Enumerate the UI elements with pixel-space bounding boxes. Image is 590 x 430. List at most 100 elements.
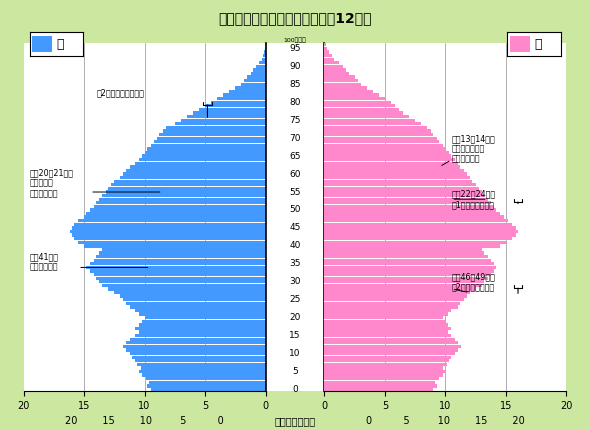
Bar (324, 298, 464, 301)
Text: 男: 男 (56, 37, 64, 51)
Bar (324, 115, 409, 118)
Bar (324, 252, 484, 255)
Bar (163, 129, 266, 132)
Bar (244, 79, 266, 83)
Bar (32, 36, 52, 52)
Bar (123, 172, 266, 176)
Bar (324, 262, 494, 265)
Bar (324, 147, 445, 150)
Bar (324, 201, 491, 204)
Text: 昭和20～21年：
終戦前後に
おける出生減: 昭和20～21年： 終戦前後に おける出生減 (30, 168, 74, 198)
Bar (181, 119, 266, 122)
Text: 15: 15 (289, 331, 301, 340)
Bar (324, 90, 373, 93)
Bar (324, 133, 433, 136)
Bar (135, 359, 266, 362)
Bar (324, 101, 391, 104)
Bar (99, 280, 266, 283)
Text: 昭和22～24年：
第1次ベビーブーム: 昭和22～24年： 第1次ベビーブーム (451, 190, 496, 209)
Bar (223, 93, 266, 97)
Bar (193, 111, 266, 115)
Bar (126, 341, 266, 344)
Bar (324, 284, 481, 287)
Bar (72, 233, 266, 237)
Bar (78, 241, 266, 244)
Bar (324, 233, 516, 237)
Text: 0          5         10        15        20: 0 5 10 15 20 (366, 416, 525, 426)
Bar (324, 302, 460, 305)
Bar (324, 223, 512, 226)
Bar (256, 64, 266, 68)
Bar (324, 330, 448, 334)
Bar (146, 377, 266, 381)
Bar (324, 266, 496, 269)
Bar (166, 126, 266, 129)
Bar (130, 338, 266, 341)
Bar (132, 356, 266, 359)
Bar (150, 144, 266, 147)
Bar (324, 93, 379, 97)
Bar (324, 309, 451, 312)
Bar (324, 258, 491, 262)
Bar (94, 205, 266, 208)
Text: 95: 95 (289, 44, 301, 53)
Bar (324, 180, 472, 183)
Bar (324, 169, 464, 172)
Bar (324, 58, 334, 61)
Bar (251, 72, 266, 75)
Text: 30: 30 (289, 277, 301, 286)
Bar (324, 212, 500, 215)
Bar (126, 348, 266, 352)
Bar (74, 237, 266, 240)
Bar (324, 194, 484, 197)
Bar (265, 47, 266, 50)
Bar (150, 388, 266, 391)
Bar (324, 319, 445, 323)
Bar (324, 255, 488, 258)
Bar (324, 151, 449, 154)
Bar (324, 276, 488, 280)
Bar (205, 104, 266, 108)
Bar (324, 237, 512, 240)
Bar (324, 111, 403, 115)
Bar (324, 352, 455, 355)
Bar (247, 75, 266, 79)
Bar (108, 287, 266, 291)
Bar (324, 205, 494, 208)
Bar (94, 258, 266, 262)
Text: 昭和41年：
丙午の出生減: 昭和41年： 丙午の出生減 (30, 252, 58, 272)
Bar (99, 252, 266, 255)
Bar (262, 58, 266, 61)
Bar (324, 79, 358, 83)
Bar (96, 201, 266, 204)
Text: 三重県の人口ピラミッド（平成12年）: 三重県の人口ピラミッド（平成12年） (218, 11, 372, 25)
Bar (324, 83, 360, 86)
Bar (324, 316, 443, 319)
Bar (96, 255, 266, 258)
Bar (324, 363, 447, 366)
Bar (324, 43, 326, 46)
Bar (324, 165, 460, 169)
Bar (324, 313, 448, 316)
Bar (87, 266, 266, 269)
Bar (135, 309, 266, 312)
Bar (114, 180, 266, 183)
Bar (324, 190, 481, 194)
Bar (324, 338, 455, 341)
Bar (324, 230, 518, 233)
Bar (324, 241, 506, 244)
Bar (324, 269, 494, 273)
Bar (324, 370, 445, 373)
Bar (126, 302, 266, 305)
Bar (70, 230, 266, 233)
Bar (111, 183, 266, 187)
Bar (229, 90, 266, 93)
Bar (135, 327, 266, 330)
Bar (324, 334, 451, 337)
Bar (139, 158, 266, 161)
Text: 85: 85 (289, 80, 301, 89)
Bar (199, 108, 266, 111)
Bar (324, 86, 367, 89)
Bar (130, 352, 266, 355)
Text: 45: 45 (289, 224, 301, 233)
